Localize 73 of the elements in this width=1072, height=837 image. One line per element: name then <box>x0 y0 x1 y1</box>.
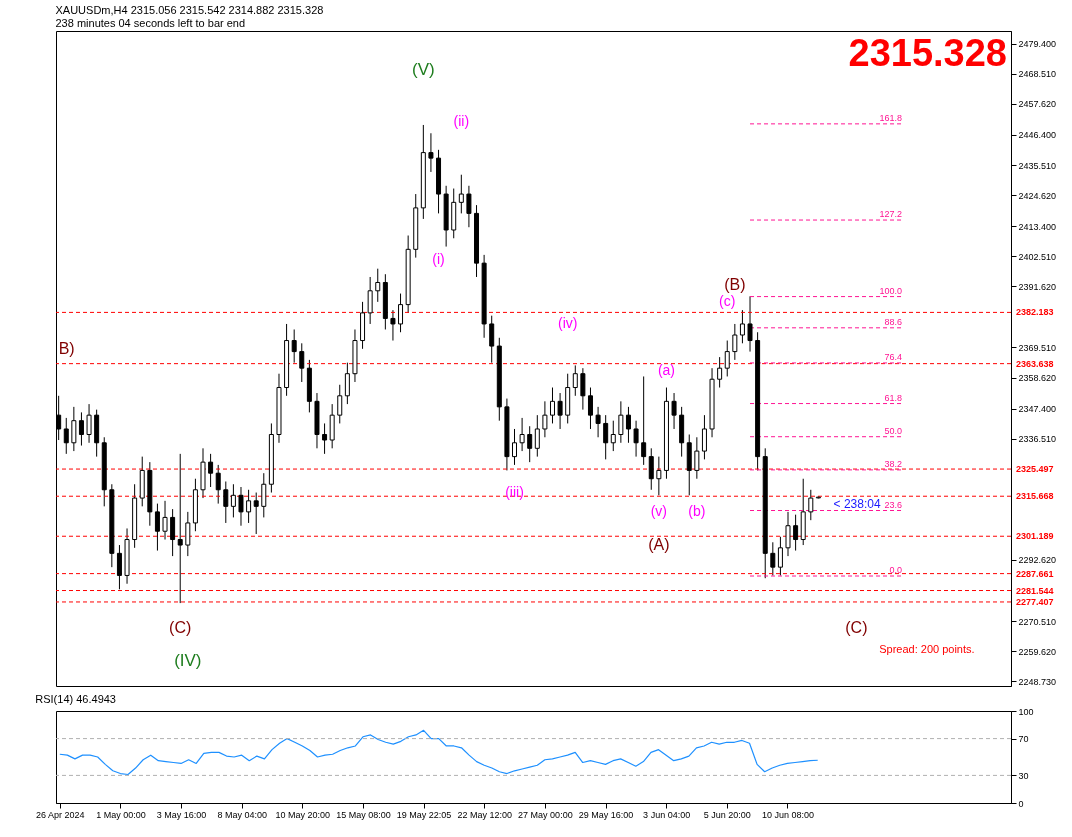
y-tick-label: 2402.510 <box>1018 251 1057 262</box>
x-tick-label: 27 May 00:00 <box>518 809 573 820</box>
annotation: (ii) <box>453 113 470 130</box>
ref-line-label: 2325.497 <box>1016 464 1054 475</box>
chart-subtitle: 238 minutes 04 seconds left to bar end <box>55 17 246 29</box>
y-tick-label: 2468.510 <box>1018 69 1057 80</box>
y-tick-label: 2479.400 <box>1018 39 1057 50</box>
chart-title: RSI(14) 46.4943 <box>35 693 116 705</box>
ref-line-label: 2363.638 <box>1016 358 1054 369</box>
annotation: 2315.328 <box>848 32 1007 74</box>
x-tick-label: 5 Jun 20:00 <box>703 809 751 820</box>
x-tick-label: 22 May 12:00 <box>457 809 513 820</box>
y-tick-label: 2391.620 <box>1018 281 1057 292</box>
y-tick-label: 2270.510 <box>1018 616 1057 627</box>
y-tick-label: 2336.510 <box>1018 434 1057 445</box>
ref-line-label: 2281.544 <box>1016 585 1054 596</box>
x-tick-label: 15 May 08:00 <box>336 809 391 820</box>
x-tick-label: 10 Jun 08:00 <box>761 809 814 820</box>
y-tick-label: 30 <box>1018 770 1029 781</box>
y-tick-label: 2457.620 <box>1018 99 1057 110</box>
y-tick-label: 2435.510 <box>1018 160 1057 171</box>
y-tick-label: 100 <box>1018 706 1034 717</box>
annotation: 61.8 <box>884 392 902 403</box>
annotation: B) <box>58 339 75 357</box>
x-tick-label: 8 May 04:00 <box>217 809 267 820</box>
y-tick-label: 2424.620 <box>1018 190 1057 201</box>
y-tick-label: 0 <box>1018 798 1024 809</box>
annotation: (iv) <box>557 314 578 331</box>
annotation: (B) <box>724 276 746 294</box>
annotation: (a) <box>657 361 676 378</box>
y-tick-label: 2248.730 <box>1018 676 1057 687</box>
y-tick-label: 2347.400 <box>1018 404 1057 415</box>
y-tick-label: 70 <box>1018 734 1029 745</box>
annotation: 100.0 <box>879 285 902 296</box>
ref-line-label: 2277.407 <box>1016 596 1054 607</box>
x-tick-label: 29 May 16:00 <box>578 809 634 820</box>
chart-title: XAUUSDm,H4 2315.056 2315.542 2314.882 2315.328 <box>55 4 324 16</box>
y-tick-label: 2358.620 <box>1018 373 1057 384</box>
x-tick-label: 19 May 22:05 <box>396 809 452 820</box>
x-tick-label: 3 Jun 04:00 <box>643 809 691 820</box>
y-tick-label: 2369.510 <box>1018 342 1057 353</box>
ref-line-label: 2382.183 <box>1016 307 1054 318</box>
annotation: 88.6 <box>884 316 902 327</box>
annotation: 38.2 <box>884 458 902 469</box>
annotation: 76.4 <box>884 351 902 362</box>
annotation: (A) <box>648 536 670 554</box>
y-tick-label: 2413.400 <box>1018 221 1057 232</box>
annotation: Spread: 200 points. <box>879 642 975 655</box>
annotation: (IV) <box>174 651 202 671</box>
x-tick-label: 1 May 00:00 <box>96 809 146 820</box>
annotation: (iii) <box>505 483 524 500</box>
x-tick-label: 3 May 16:00 <box>156 809 207 820</box>
annotation: (V) <box>412 59 435 79</box>
annotation: (v) <box>650 502 668 519</box>
y-tick-label: 2446.400 <box>1018 130 1057 141</box>
annotation: < 238:04 <box>833 496 881 511</box>
annotation: 161.8 <box>879 112 902 123</box>
ref-line-label: 2287.661 <box>1016 568 1054 579</box>
annotation: 23.6 <box>884 499 902 510</box>
annotation: (i) <box>432 251 445 268</box>
annotation: 127.2 <box>879 209 902 220</box>
annotation: (b) <box>688 502 706 519</box>
annotation: 0.0 <box>889 565 902 575</box>
annotation: (c) <box>719 293 736 310</box>
annotation: 50.0 <box>884 425 902 436</box>
ref-line-label: 2315.668 <box>1016 491 1054 502</box>
x-tick-label: 26 Apr 2024 <box>36 809 85 820</box>
y-tick-label: 2292.620 <box>1018 555 1057 566</box>
x-tick-label: 10 May 20:00 <box>275 809 331 820</box>
ref-line-label: 2301.189 <box>1016 531 1054 542</box>
annotation: (C) <box>169 618 192 636</box>
y-tick-label: 2259.620 <box>1018 646 1057 657</box>
annotation: (C) <box>845 618 868 636</box>
